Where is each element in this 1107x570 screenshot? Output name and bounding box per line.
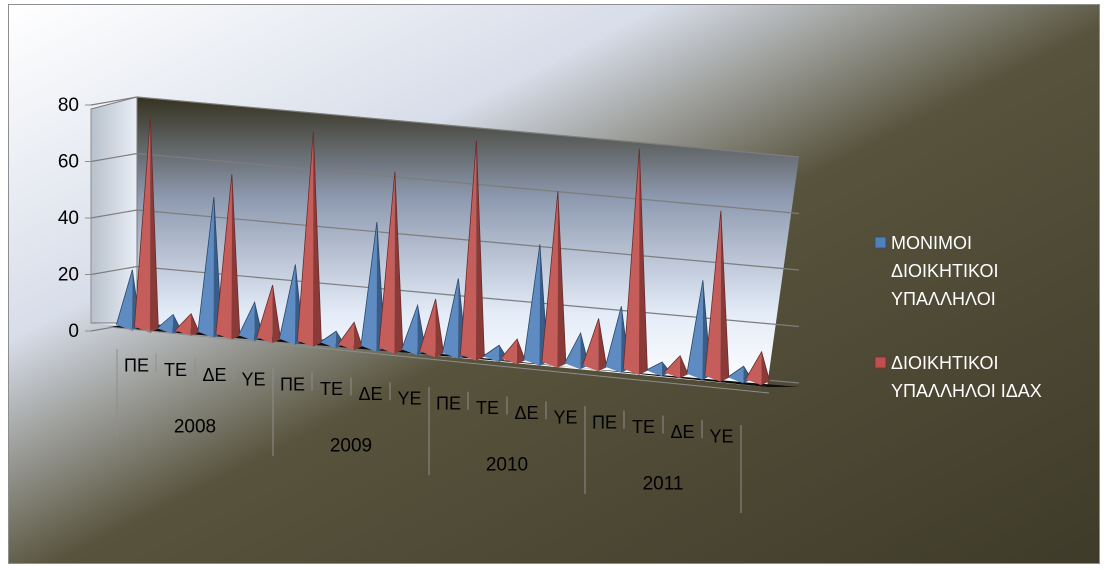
x-category-label: ΤΕ [164, 360, 187, 380]
x-category-label: ΠΕ [124, 355, 149, 375]
legend-item-series1: ΜΟΝΙΜΟΙ ΔΙΟΙΚΗΤΙΚΟΙ ΥΠΑΛΛΗΛΟΙ [874, 233, 998, 309]
x-category-label: ΥΕ [241, 370, 265, 390]
bar-series1-1 [156, 313, 182, 335]
x-group-label: 2008 [174, 417, 216, 438]
x-group-label: 2010 [486, 455, 528, 476]
x-category-label: ΔΕ [514, 403, 538, 423]
x-group-label: 2009 [330, 436, 372, 457]
legend-swatch [874, 356, 887, 369]
bar-series2-0 [133, 117, 159, 333]
gridline [90, 265, 800, 328]
bar-series2-6 [378, 171, 404, 354]
bar-series2-1 [174, 313, 200, 337]
x-axis: ΠΕ ΤΕ ΔΕ ΥΕ ΠΕ ΤΕ ΔΕ ΥΕ ΠΕ ΤΕ ΔΕ ΥΕ ΠΕ ΤΕ ΔΕ ΥΕ 2008 2009… [108, 326, 770, 513]
bar-series2-15 [745, 350, 771, 386]
x-category-label: ΥΕ [553, 408, 577, 428]
y-tick-label: 40 [58, 208, 79, 229]
bar-series2-10 [541, 191, 567, 368]
x-category-label: ΔΕ [358, 384, 382, 404]
bar-series2-14 [704, 210, 730, 382]
bars-layer [115, 117, 771, 386]
legend-label: ΜΟΝΙΜΟΙ [891, 233, 972, 253]
bar-series2-8 [459, 140, 485, 361]
legend-swatch [874, 236, 887, 249]
x-category-label: ΤΕ [320, 379, 343, 399]
gridline [90, 209, 800, 271]
bar-series2-7 [419, 298, 445, 358]
bar-series2-13 [663, 355, 689, 379]
x-category-label: ΠΕ [280, 374, 305, 394]
x-category-label: ΠΕ [436, 393, 461, 413]
x-category-label: ΔΕ [202, 365, 226, 385]
legend: ΜΟΝΙΜΟΙ ΔΙΟΙΚΗΤΙΚΟΙ ΥΠΑΛΛΗΛΟΙ ΔΙΟΙΚΗΤΙΚΟΙ ΥΠ… [874, 233, 1042, 401]
legend-label: ΔΙΟΙΚΗΤΙΚΟΙ [891, 261, 998, 281]
bar-series2-12 [622, 148, 648, 375]
legend-label: ΔΙΟΙΚΗΤΙΚΟΙ [891, 353, 998, 373]
gridlines [90, 96, 800, 384]
bar-series2-3 [256, 284, 282, 344]
x-group-label: 2011 [643, 474, 684, 495]
bar-series2-5 [337, 321, 363, 351]
bar-series2-11 [582, 318, 608, 372]
legend-label: ΥΠΑΛΛΗΛΟΙ ΙΔΑΧ [891, 381, 1042, 401]
bar-series2-4 [296, 131, 322, 347]
gridline [90, 96, 800, 158]
x-category-label: ΥΕ [709, 427, 733, 447]
x-category-label: ΔΕ [670, 422, 694, 442]
y-tick-label: 80 [58, 95, 79, 116]
bar-series2-9 [500, 338, 526, 365]
chart-svg: 0 20 40 60 80 ΠΕ ΤΕ ΔΕ ΥΕ ΠΕ ΤΕ ΔΕ ΥΕ ΠΕ ΤΕ ΔΕ ΥΕ ΠΕ ΤΕ ΔΕ… [9, 5, 1099, 563]
y-tick-label: 0 [68, 321, 79, 342]
x-axis-line [108, 326, 770, 394]
y-axis: 0 20 40 60 80 [58, 95, 92, 342]
legend-item-series2: ΔΙΟΙΚΗΤΙΚΟΙ ΥΠΑΛΛΗΛΟΙ ΙΔΑΧ [874, 353, 1042, 401]
x-category-label: ΥΕ [397, 389, 421, 409]
bar-series2-2 [215, 174, 241, 340]
x-category-label: ΠΕ [592, 412, 617, 432]
chart-frame: 0 20 40 60 80 ΠΕ ΤΕ ΔΕ ΥΕ ΠΕ ΤΕ ΔΕ ΥΕ ΠΕ ΤΕ ΔΕ ΥΕ ΠΕ ΤΕ ΔΕ… [8, 4, 1100, 564]
y-tick-label: 20 [58, 265, 79, 286]
gridline [90, 152, 800, 215]
legend-label: ΥΠΑΛΛΗΛΟΙ [891, 289, 996, 309]
x-category-label: ΤΕ [632, 417, 655, 437]
y-tick-label: 60 [58, 152, 79, 173]
x-category-label: ΤΕ [476, 398, 499, 418]
